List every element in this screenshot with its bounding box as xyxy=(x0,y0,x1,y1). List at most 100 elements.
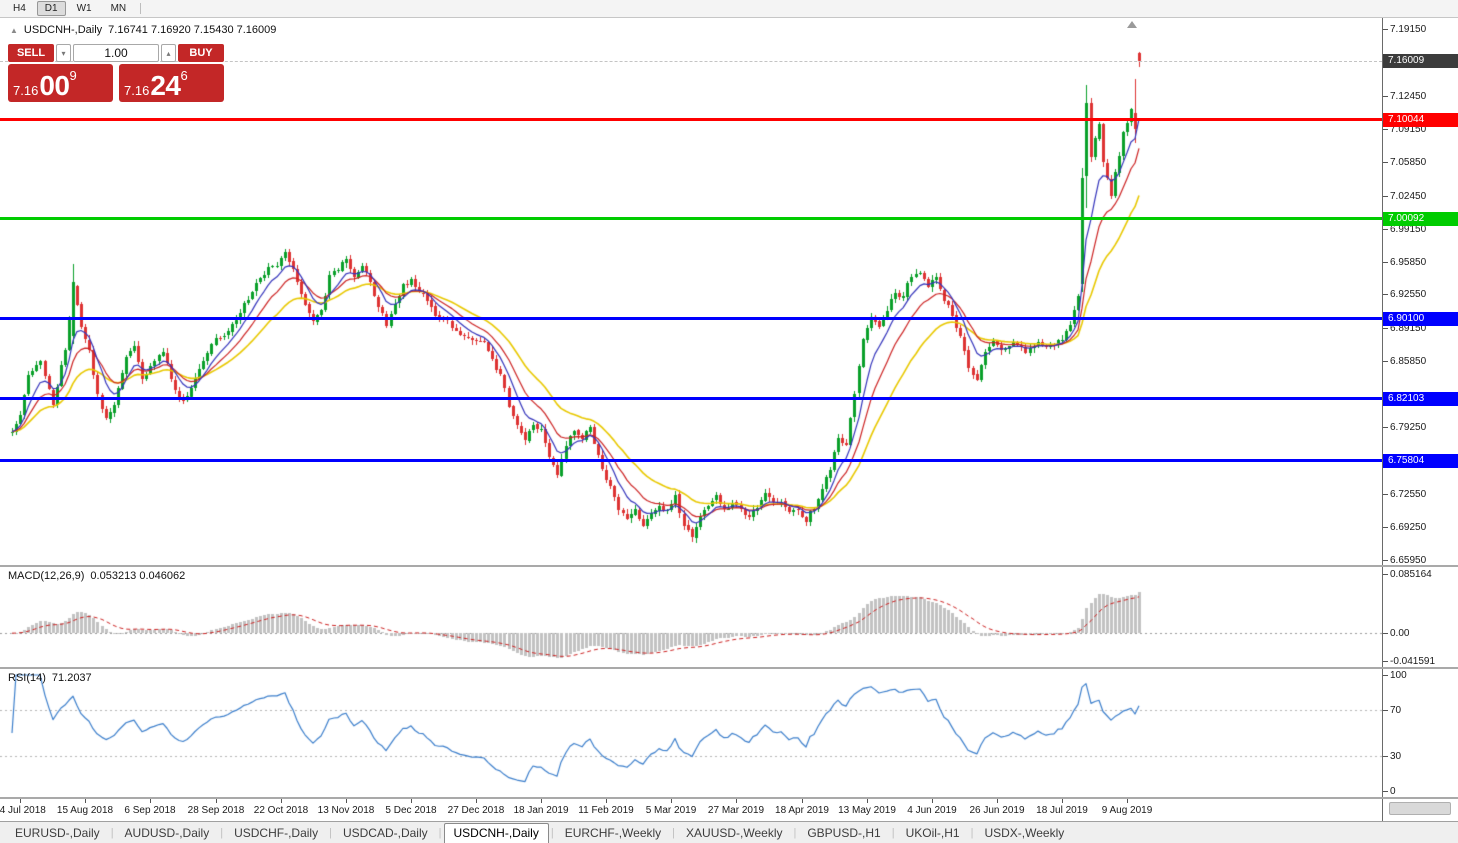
chart-tab-usdx-weekly[interactable]: USDX-,Weekly xyxy=(984,825,1065,840)
current-price-line xyxy=(0,61,1382,62)
tab-separator: | xyxy=(793,826,797,839)
tab-separator: | xyxy=(891,826,895,839)
sell-price-big-digits: 00 xyxy=(39,70,70,102)
price-scale-label: 6.72550 xyxy=(1390,489,1427,500)
time-scale-tick xyxy=(671,799,672,803)
rsi-name: RSI(14) xyxy=(8,672,46,684)
horizontal-level-line-6.75804[interactable] xyxy=(0,459,1382,462)
price-scale-tick xyxy=(1383,675,1388,676)
price-chart-canvas[interactable] xyxy=(0,18,1382,565)
sell-price-sup-digit: 9 xyxy=(69,68,77,83)
price-scale-tick xyxy=(1383,262,1388,263)
time-scale-tick xyxy=(541,799,542,803)
time-scale-label: 6 Sep 2018 xyxy=(124,805,176,816)
tab-separator: | xyxy=(438,826,442,839)
price-scale-label: 6.89150 xyxy=(1390,323,1427,334)
timeframe-button-d1[interactable]: D1 xyxy=(36,1,66,16)
chart-tab-audusd-daily[interactable]: AUDUSD-,Daily xyxy=(124,825,210,840)
price-scale[interactable]: 7.19150 7.12450 7.09150 7.05850 7.02450 6.991… xyxy=(1382,18,1458,821)
price-scale-label: 0.085164 xyxy=(1390,569,1432,580)
top-toolbar: H4 D1 W1 MN xyxy=(0,0,1458,18)
one-click-trading-panel: SELL ▾ ▴ BUY 7.16 00 9 7.16 24 6 xyxy=(8,44,224,102)
time-scale-label: 24 Jul 2018 xyxy=(0,805,46,816)
time-scrollbar-thumb[interactable] xyxy=(1389,802,1451,815)
tab-separator: | xyxy=(970,826,974,839)
chart-tab-usdchf-daily[interactable]: USDCHF-,Daily xyxy=(234,825,319,840)
volume-input[interactable] xyxy=(73,44,159,62)
price-scale-label: 0 xyxy=(1390,786,1396,797)
price-level-box-6.75804: 6.75804 xyxy=(1383,454,1458,468)
chart-tab-ukoil-h1[interactable]: UKOil-,H1 xyxy=(905,825,960,840)
current-price-box: 7.16009 xyxy=(1383,54,1458,68)
chart-tab-eurusd-daily[interactable]: EURUSD-,Daily xyxy=(15,825,100,840)
time-scale-tick xyxy=(411,799,412,803)
price-scale-tick xyxy=(1383,560,1388,561)
chart-tab-xauusd-weekly[interactable]: XAUUSD-,Weekly xyxy=(686,825,783,840)
rsi-value: 71.2037 xyxy=(51,672,92,684)
macd-indicator-label: MACD(12,26,9) 0.053213 0.046062 xyxy=(8,570,185,582)
horizontal-level-line-7.10044[interactable] xyxy=(0,118,1382,121)
price-level-box-6.82103: 6.82103 xyxy=(1383,392,1458,406)
price-scale-tick xyxy=(1383,162,1388,163)
pane-splitter[interactable] xyxy=(0,667,1458,669)
macd-pane-canvas[interactable] xyxy=(0,567,1382,667)
chart-tab-usdcnh-daily[interactable]: USDCNH-,Daily xyxy=(443,822,549,843)
price-scale-label: 6.92550 xyxy=(1390,289,1427,300)
price-scale-label: 6.99150 xyxy=(1390,224,1427,235)
time-scale-tick xyxy=(997,799,998,803)
volume-increase-button[interactable]: ▴ xyxy=(161,44,176,62)
chart-tab-usdcad-daily[interactable]: USDCAD-,Daily xyxy=(342,825,428,840)
time-scale-label: 18 Jan 2019 xyxy=(513,805,569,816)
price-scale-tick xyxy=(1383,361,1388,362)
buy-price-button[interactable]: 7.16 24 6 xyxy=(119,64,224,102)
pane-splitter[interactable] xyxy=(0,565,1458,567)
rsi-indicator-label: RSI(14) 71.2037 xyxy=(8,672,92,684)
horizontal-level-line-7.00092[interactable] xyxy=(0,217,1382,220)
time-scale-tick xyxy=(85,799,86,803)
price-scale-tick xyxy=(1383,96,1388,97)
time-scale-label: 22 Oct 2018 xyxy=(253,805,309,816)
price-scale-label: 6.85850 xyxy=(1390,356,1427,367)
price-scale-label: -0.041591 xyxy=(1390,656,1436,667)
macd-name: MACD(12,26,9) xyxy=(8,570,85,582)
time-scale-label: 5 Mar 2019 xyxy=(645,805,697,816)
price-scale-tick xyxy=(1383,710,1388,711)
one-click-toggle-icon[interactable]: ▲ xyxy=(10,25,18,35)
horizontal-level-line-6.90100[interactable] xyxy=(0,317,1382,320)
sell-price-button[interactable]: 7.16 00 9 xyxy=(8,64,113,102)
time-scale-label: 9 Aug 2019 xyxy=(1101,805,1153,816)
buy-button[interactable]: BUY xyxy=(178,44,224,62)
sell-button[interactable]: SELL xyxy=(8,44,54,62)
time-scale-tick xyxy=(346,799,347,803)
chart-symbol-label: USDCNH-,Daily xyxy=(23,24,103,36)
chart-ohlc-header: ▲ USDCNH-,Daily 7.16741 7.16920 7.15430 … xyxy=(10,24,276,36)
price-scale-tick xyxy=(1383,574,1388,575)
time-scale[interactable]: 24 Jul 2018 15 Aug 2018 6 Sep 2018 28 Sep 2… xyxy=(0,799,1382,821)
timeframe-button-mn[interactable]: MN xyxy=(110,3,127,14)
time-scale-tick xyxy=(476,799,477,803)
volume-decrease-button[interactable]: ▾ xyxy=(56,44,71,62)
time-scale-tick xyxy=(867,799,868,803)
timeframe-button-w1[interactable]: W1 xyxy=(76,3,92,14)
price-scale-tick xyxy=(1383,294,1388,295)
price-scale-tick xyxy=(1383,494,1388,495)
time-scale-label: 11 Feb 2019 xyxy=(578,805,634,816)
chart-tab-gbpusd-h1[interactable]: GBPUSD-,H1 xyxy=(807,825,881,840)
tab-separator: | xyxy=(329,826,332,839)
buy-price-big-digits: 24 xyxy=(150,70,181,102)
horizontal-level-line-6.82103[interactable] xyxy=(0,397,1382,400)
tab-separator: | xyxy=(220,826,224,839)
chart-tab-eurchf-weekly[interactable]: EURCHF-,Weekly xyxy=(564,825,662,840)
pane-splitter[interactable] xyxy=(0,797,1458,799)
chart-shift-marker-icon[interactable] xyxy=(1127,21,1137,28)
price-scale-label: 6.95850 xyxy=(1390,257,1427,268)
price-scale-tick xyxy=(1383,196,1388,197)
price-scale-label: 7.09150 xyxy=(1390,124,1427,135)
rsi-pane-canvas[interactable] xyxy=(0,669,1382,797)
price-scale-tick xyxy=(1383,29,1388,30)
price-scale-label: 30 xyxy=(1390,751,1402,762)
timeframe-button-h4[interactable]: H4 xyxy=(13,3,26,14)
tab-separator: | xyxy=(110,826,114,839)
price-scale-tick xyxy=(1383,527,1388,528)
